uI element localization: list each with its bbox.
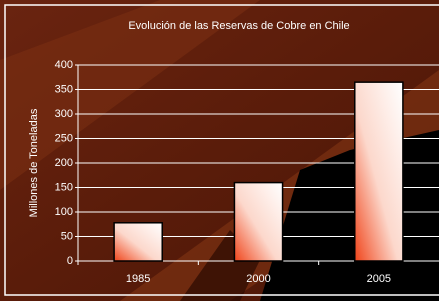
page: Evolución de las Reservas de Cobre en Ch… — [0, 0, 439, 301]
chart: Evolución de las Reservas de Cobre en Ch… — [0, 0, 439, 301]
bar — [355, 82, 403, 261]
chart-title: Evolución de las Reservas de Cobre en Ch… — [128, 20, 349, 32]
x-tick-label: 2000 — [246, 273, 270, 285]
y-tick-label: 300 — [55, 108, 73, 120]
x-tick-label: 2005 — [367, 273, 391, 285]
y-tick-label: 100 — [55, 206, 73, 218]
bar — [234, 183, 282, 261]
y-tick-label: 350 — [55, 83, 73, 95]
y-tick-label: 200 — [55, 157, 73, 169]
x-tick-label: 1985 — [126, 273, 150, 285]
y-tick-label: 150 — [55, 181, 73, 193]
y-tick-label: 50 — [61, 230, 73, 242]
y-axis-label: Millones de Toneladas — [28, 108, 40, 217]
y-tick-label: 250 — [55, 132, 73, 144]
bar — [114, 223, 162, 261]
y-tick-label: 400 — [55, 59, 73, 71]
y-tick-label: 0 — [67, 255, 73, 267]
